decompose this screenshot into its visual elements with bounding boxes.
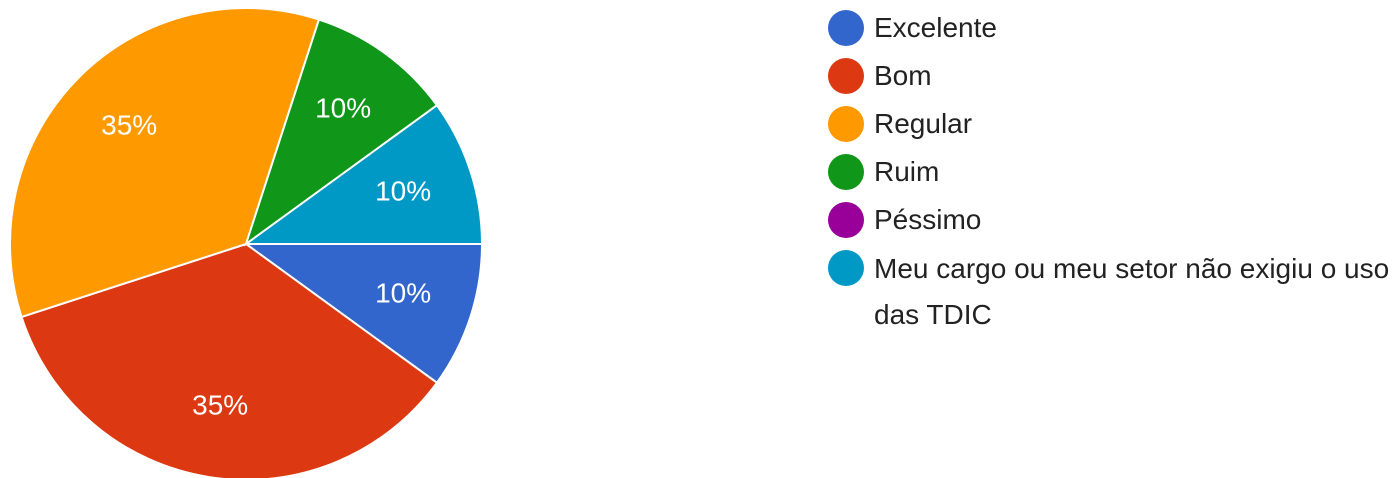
pie-slice-ruim[interactable] — [244, 18, 439, 247]
legend-item-pessimo[interactable]: Péssimo — [826, 196, 1392, 244]
legend-label: Ruim — [874, 156, 940, 187]
legend-swatch-icon — [828, 202, 864, 238]
legend-item-regular[interactable]: Regular — [826, 100, 1392, 148]
pie-chart: 10% 35% 35% 10% 10% — [9, 7, 484, 478]
pie-slice-regular[interactable] — [9, 7, 321, 319]
pie-slice-label: 10% — [375, 277, 431, 308]
pie-slice-meu[interactable] — [242, 103, 484, 245]
legend-label: Bom — [874, 60, 932, 91]
legend-label: Péssimo — [874, 204, 982, 235]
legend-item-ruim[interactable]: Ruim — [826, 148, 1392, 196]
legend-label: Meu cargo ou meu setor não exigiu o uso … — [874, 253, 1390, 330]
legend-swatch-icon — [828, 154, 864, 190]
legend-swatch-icon — [828, 250, 864, 286]
legend-label: Regular — [874, 108, 973, 139]
pie-slice-label: 35% — [101, 110, 157, 141]
pie-slice-label: 10% — [375, 175, 431, 206]
pie-slice-excelente[interactable] — [242, 243, 484, 385]
legend-swatch-icon — [828, 58, 864, 94]
legend-item-bom[interactable]: Bom — [826, 52, 1392, 100]
legend-item-nao-exigiu[interactable]: Meu cargo ou meu setor não exigiu o uso … — [826, 244, 1392, 338]
legend-swatch-icon — [828, 106, 864, 142]
legend-swatch-icon — [828, 10, 864, 46]
pie-slice-label: 35% — [192, 390, 248, 421]
pie-slice-label: 10% — [315, 93, 371, 124]
pie-slice-bom[interactable] — [20, 242, 439, 478]
legend: Excelente Bom Regular Ruim Péssimo Meu c… — [826, 4, 1392, 338]
legend-item-excelente[interactable]: Excelente — [826, 4, 1392, 52]
legend-label: Excelente — [874, 12, 997, 43]
